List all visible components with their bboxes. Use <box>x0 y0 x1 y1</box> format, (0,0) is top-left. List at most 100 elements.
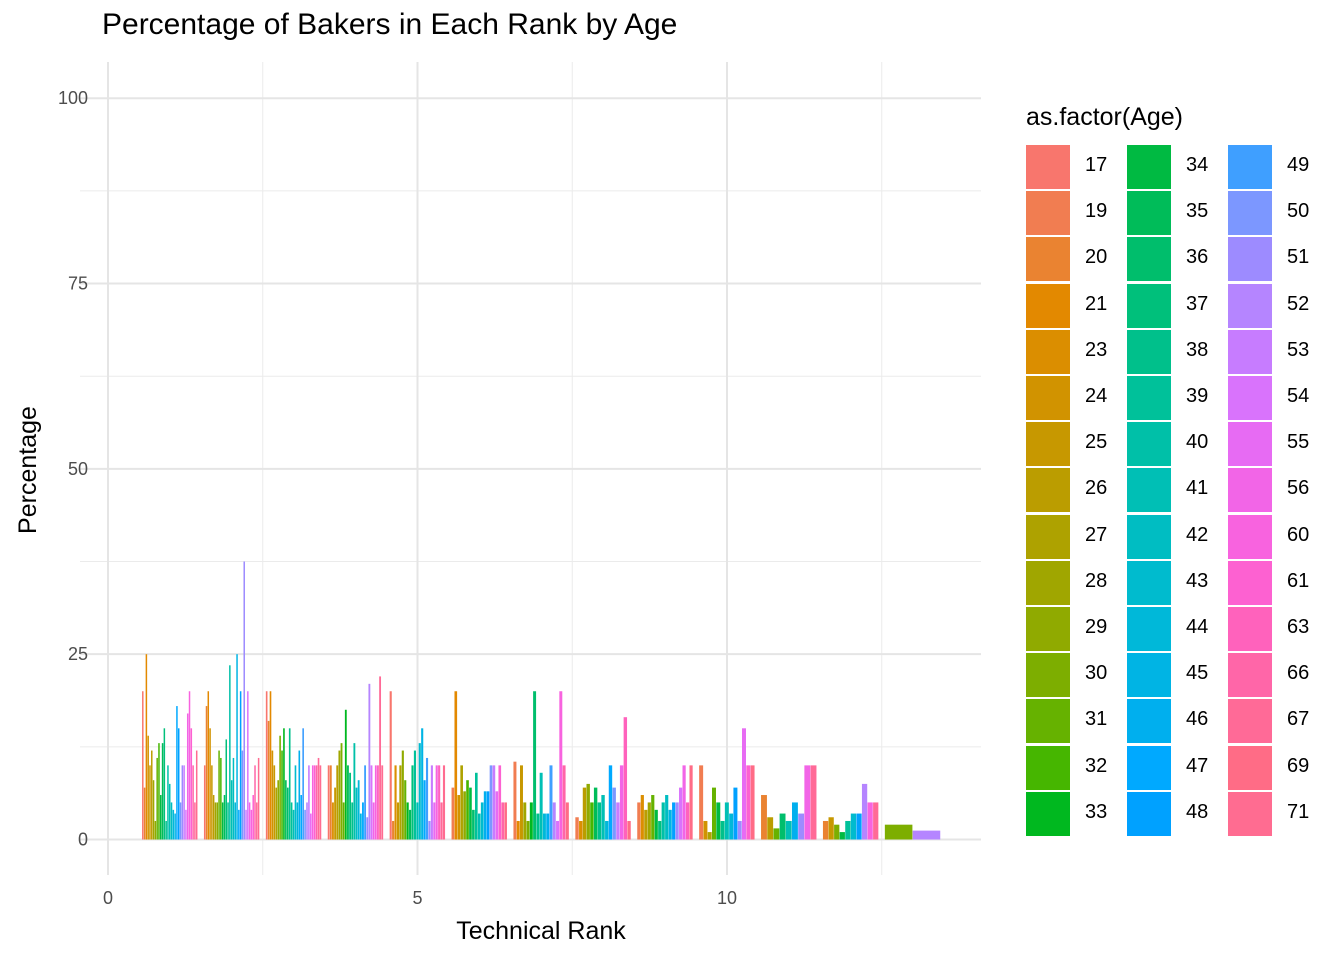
bar <box>608 765 613 840</box>
legend-label: 45 <box>1186 662 1209 685</box>
bar <box>810 765 817 840</box>
bar <box>651 795 655 840</box>
bar <box>483 791 487 840</box>
bar <box>834 824 840 840</box>
legend-color-swatch <box>1228 468 1272 513</box>
bar <box>188 691 191 840</box>
bar <box>411 765 414 840</box>
bar <box>856 813 862 840</box>
bar <box>867 802 873 840</box>
legend-item: 36 <box>1127 237 1223 282</box>
legend-item: 51 <box>1228 237 1324 282</box>
legend-item: 38 <box>1127 329 1223 374</box>
legend-label: 17 <box>1085 154 1108 176</box>
legend-color-swatch <box>1026 237 1070 282</box>
bar <box>546 813 550 840</box>
bar <box>486 791 490 840</box>
bar <box>279 735 281 840</box>
bar <box>230 780 233 840</box>
legend-color-swatch <box>1026 329 1070 374</box>
bar <box>267 720 270 840</box>
bar <box>329 765 332 840</box>
bar <box>290 802 293 840</box>
legend-item: 24 <box>1026 376 1122 420</box>
bar <box>556 820 560 840</box>
bar <box>288 728 291 840</box>
bar <box>442 765 446 840</box>
legend-color-swatch <box>1026 514 1070 559</box>
legend-item: 33 <box>1026 791 1122 836</box>
legend-color-swatch <box>1026 653 1070 698</box>
bar <box>489 765 493 840</box>
legend-label: 32 <box>1085 754 1108 777</box>
bar <box>430 765 433 840</box>
bar <box>804 765 811 840</box>
bar <box>167 765 169 840</box>
bar <box>750 765 755 840</box>
bar <box>238 809 240 840</box>
bar <box>239 691 242 840</box>
x-axis-title: Technical Rank <box>456 917 626 945</box>
bar <box>241 750 244 840</box>
legend-color-swatch <box>1127 791 1171 836</box>
legend-item: 29 <box>1026 607 1122 651</box>
bar <box>205 706 208 840</box>
bar <box>317 757 320 840</box>
legend-item: 61 <box>1228 560 1324 605</box>
legend-label: 55 <box>1287 431 1310 454</box>
legend-item: 31 <box>1026 699 1122 744</box>
bar <box>252 795 254 840</box>
legend-color-swatch <box>1127 699 1171 744</box>
bar <box>873 802 879 840</box>
bar <box>746 765 751 840</box>
bar <box>292 809 295 840</box>
bar <box>463 791 466 840</box>
bar <box>418 743 421 840</box>
bar <box>223 795 226 840</box>
bar <box>353 743 356 840</box>
bar <box>912 830 941 840</box>
bar <box>194 802 196 840</box>
bar <box>190 728 193 840</box>
bar <box>315 765 318 840</box>
bar <box>685 802 690 840</box>
bar <box>562 765 566 840</box>
bar <box>273 765 276 840</box>
bar <box>523 802 527 840</box>
bar <box>177 728 180 840</box>
legend-item: 71 <box>1228 791 1324 836</box>
legend-label: 66 <box>1287 662 1310 685</box>
legend-color-swatch <box>1026 699 1070 744</box>
bar <box>169 783 171 840</box>
tick-labels: 0 25 50 75 100 0 5 10 <box>58 88 737 908</box>
bar <box>149 765 151 840</box>
bar <box>529 802 533 840</box>
legend-item: 28 <box>1026 560 1122 605</box>
bar <box>627 820 631 840</box>
bar <box>181 765 184 840</box>
bar <box>285 780 287 840</box>
bar <box>582 787 587 840</box>
legend-label: 71 <box>1287 800 1310 823</box>
bar <box>229 665 231 840</box>
bar <box>143 787 146 840</box>
y-axis-title: Percentage <box>14 406 42 534</box>
bar <box>152 780 155 840</box>
bar <box>590 802 594 840</box>
bar <box>761 795 767 840</box>
legend-item: 39 <box>1127 376 1223 420</box>
bar <box>839 832 845 840</box>
legend-item: 32 <box>1026 745 1122 790</box>
bar <box>212 795 215 840</box>
legend-color-swatch <box>1127 145 1171 189</box>
bar <box>433 802 436 840</box>
bar <box>185 809 187 840</box>
bar <box>332 802 334 840</box>
bar <box>472 809 475 840</box>
bar <box>460 765 463 840</box>
bar <box>225 739 228 840</box>
legend-item: 69 <box>1228 745 1324 790</box>
bar <box>597 802 602 840</box>
bar <box>232 757 235 840</box>
